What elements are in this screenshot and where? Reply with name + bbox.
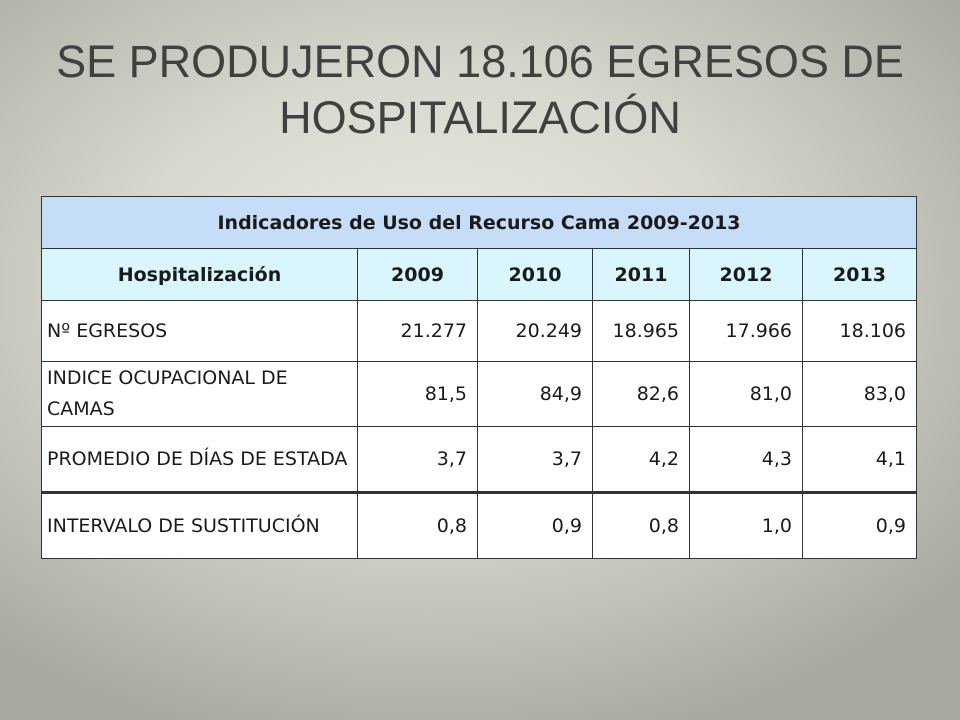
table-cell: 83,0 (802, 361, 917, 427)
table-cell: 4,3 (689, 426, 803, 493)
table-row: PROMEDIO DE DÍAS DE ESTADA 3,7 3,7 4,2 4… (41, 426, 917, 493)
table-cell: 3,7 (357, 426, 478, 493)
table-cell: 84,9 (477, 361, 593, 427)
table-header-row: Hospitalización 2009 2010 2011 2012 2013 (41, 248, 917, 301)
slide-title: SE PRODUJERON 18.106 EGRESOS DE HOSPITAL… (40, 34, 920, 146)
column-header-year: 2010 (477, 248, 593, 301)
table-cell: 18.106 (802, 300, 917, 362)
slide-title-line-2: HOSPITALIZACIÓN (279, 92, 681, 143)
table-cell: 81,0 (689, 361, 803, 427)
slide-title-line-1: SE PRODUJERON 18.106 EGRESOS DE (56, 36, 904, 87)
table-cell: 21.277 (357, 300, 478, 362)
table-cell: 0,9 (477, 492, 593, 559)
table-cell: 4,1 (802, 426, 917, 493)
table-row: INTERVALO DE SUSTITUCIÓN 0,8 0,9 0,8 1,0… (41, 492, 917, 559)
column-header-year: 2012 (689, 248, 803, 301)
table-cell: 4,2 (592, 426, 690, 493)
table-cell: 81,5 (357, 361, 478, 427)
column-header-year: 2013 (802, 248, 917, 301)
table-cell: 0,8 (592, 492, 690, 559)
row-label: PROMEDIO DE DÍAS DE ESTADA (41, 426, 358, 493)
table-cell: 20.249 (477, 300, 593, 362)
row-label: Nº EGRESOS (41, 300, 358, 362)
table-cell: 0,8 (357, 492, 478, 559)
table-caption-row: Indicadores de Uso del Recurso Cama 2009… (41, 196, 917, 249)
table-cell: 82,6 (592, 361, 690, 427)
column-header-year: 2011 (592, 248, 690, 301)
row-label: INDICE OCUPACIONAL DE CAMAS (41, 361, 358, 427)
column-header-year: 2009 (357, 248, 478, 301)
table-cell: 17.966 (689, 300, 803, 362)
table-cell: 18.965 (592, 300, 690, 362)
table-cell: 3,7 (477, 426, 593, 493)
table-cell: 0,9 (802, 492, 917, 559)
row-label: INTERVALO DE SUSTITUCIÓN (41, 492, 358, 559)
table-row: Nº EGRESOS 21.277 20.249 18.965 17.966 1… (41, 300, 917, 362)
column-header-hospitalizacion: Hospitalización (41, 248, 358, 301)
indicators-table: Indicadores de Uso del Recurso Cama 2009… (41, 196, 917, 559)
table-cell: 1,0 (689, 492, 803, 559)
table-row: INDICE OCUPACIONAL DE CAMAS 81,5 84,9 82… (41, 361, 917, 427)
table-caption: Indicadores de Uso del Recurso Cama 2009… (41, 196, 917, 249)
